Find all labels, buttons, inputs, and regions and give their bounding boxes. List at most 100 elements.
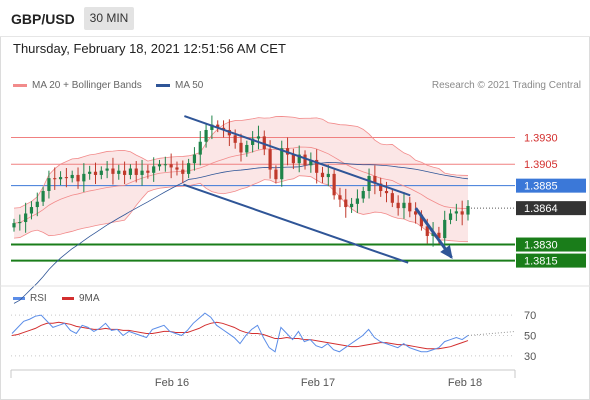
- candle-body: [140, 170, 144, 175]
- level-badge-label-4: 1.3830: [524, 240, 558, 252]
- candle-body: [373, 176, 377, 184]
- candle-body: [128, 168, 133, 175]
- candle-body: [315, 159, 319, 173]
- x-tick-label-0: Feb 16: [155, 377, 189, 389]
- candle-body: [210, 124, 214, 130]
- candle-body: [326, 173, 330, 178]
- legend-bollinger-label: MA 20 + Bollinger Bands: [32, 80, 142, 91]
- candle-body: [58, 177, 63, 180]
- rsi-ma-line: [11, 321, 469, 350]
- candle-body: [419, 214, 424, 227]
- rsi-projection: [467, 331, 516, 336]
- x-tick-label-1: Feb 17: [301, 377, 335, 389]
- candle-body: [163, 164, 167, 166]
- candle-body: [12, 223, 16, 228]
- candle-body: [117, 170, 121, 174]
- forecast-arrow-head: [440, 244, 453, 259]
- level-badge-label-2: 1.3885: [524, 181, 558, 193]
- legend-rsi-label: RSI: [30, 293, 47, 304]
- candle-body: [233, 135, 237, 143]
- candle-body: [320, 172, 325, 178]
- candle-body: [344, 199, 348, 208]
- candle-body: [379, 183, 383, 191]
- level-badge-5: [516, 253, 586, 268]
- candle-body: [192, 154, 197, 164]
- candle-body: [338, 195, 342, 200]
- legend-rsi: RSI: [13, 293, 47, 304]
- candle-body: [361, 191, 365, 199]
- candle-body: [146, 170, 150, 173]
- candle-body: [448, 213, 453, 220]
- timestamp: Thursday, February 18, 2021 12:51:56 AM …: [13, 41, 286, 56]
- rsi-swatch: [13, 296, 25, 300]
- candle-body: [239, 142, 243, 153]
- candle-body: [88, 171, 92, 174]
- candle-body: [408, 202, 412, 212]
- channel-lower-line: [183, 183, 409, 264]
- candle-body: [414, 211, 418, 215]
- candle-body: [18, 222, 22, 224]
- rsi-tick-50: 50: [524, 331, 536, 343]
- rsi-ma-swatch: [62, 296, 74, 300]
- candle-body: [297, 154, 301, 164]
- candle-body: [181, 169, 185, 174]
- candle-body: [349, 203, 354, 208]
- rsi-tick-70: 70: [524, 310, 536, 322]
- level-badge-label-5: 1.3815: [524, 256, 558, 268]
- candle-body: [251, 138, 255, 145]
- legend-ma50-label: MA 50: [175, 80, 204, 91]
- candle-body: [24, 213, 28, 223]
- candle-body: [93, 171, 98, 175]
- candle-body: [82, 173, 86, 182]
- candle-body: [390, 193, 394, 203]
- candle-body: [175, 167, 179, 170]
- candle-body: [216, 124, 220, 128]
- level-badge-3: [516, 201, 586, 216]
- candle-body: [256, 136, 261, 139]
- candle-body: [460, 211, 464, 215]
- level-badge-2: [516, 178, 586, 193]
- candle-body: [99, 170, 103, 175]
- candle-body: [280, 148, 284, 180]
- level-badge-4: [516, 237, 586, 252]
- candle-body: [35, 201, 39, 208]
- rsi-line: [11, 312, 469, 353]
- legend-bollinger: MA 20 + Bollinger Bands: [13, 80, 142, 91]
- candle-body: [157, 164, 162, 167]
- timeframe-button[interactable]: 30 MIN: [84, 7, 134, 30]
- legend-rsi-ma: 9MA: [62, 293, 100, 304]
- candle-body: [454, 211, 458, 214]
- ma50-swatch: [156, 83, 170, 87]
- rsi-tick-30: 30: [524, 351, 536, 363]
- bollinger-swatch: [13, 83, 27, 87]
- level-badge-label-3: 1.3864: [524, 203, 558, 215]
- candle-body: [332, 173, 336, 196]
- ma50-line: [13, 162, 469, 304]
- candle-body: [111, 168, 115, 174]
- level-label-1: 1.3905: [524, 159, 558, 171]
- candle-body: [134, 168, 138, 175]
- candle-body: [303, 154, 307, 166]
- candle-body: [245, 144, 249, 153]
- candle-body: [169, 164, 173, 168]
- candle-body: [274, 169, 278, 180]
- candle-body: [402, 202, 406, 209]
- legend-rsi-ma-label: 9MA: [79, 293, 100, 304]
- candle-body: [152, 166, 156, 173]
- candle-body: [187, 163, 191, 174]
- header-bar: GBP/USD 30 MIN: [0, 0, 590, 37]
- legend-ma50: MA 50: [156, 80, 203, 91]
- level-label-0: 1.3930: [524, 132, 558, 144]
- candle-body: [64, 177, 68, 179]
- candle-body: [425, 226, 429, 236]
- candle-body: [122, 170, 127, 175]
- bollinger-upper: [13, 116, 469, 209]
- candle-body: [367, 176, 371, 191]
- candle-body: [204, 129, 208, 142]
- candle-body: [384, 191, 389, 194]
- symbol-label: GBP/USD: [11, 11, 75, 27]
- candle-body: [53, 178, 57, 180]
- candle-body: [268, 149, 272, 170]
- candle-body: [29, 207, 34, 214]
